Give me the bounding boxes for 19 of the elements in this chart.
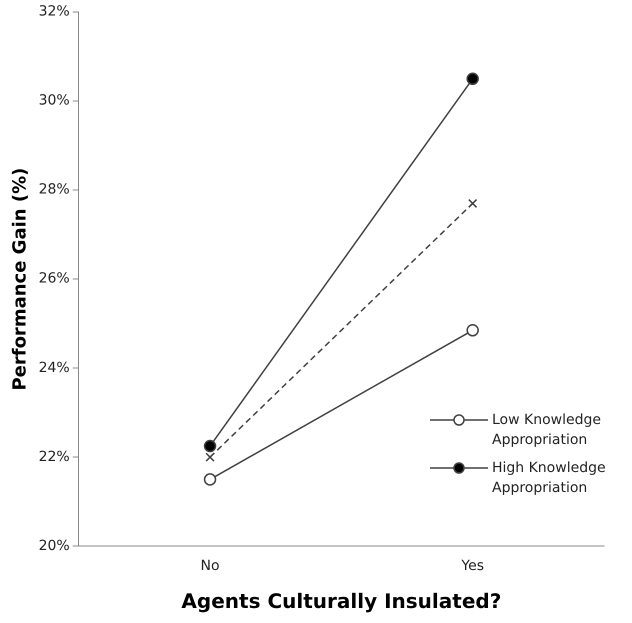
y-tick-label: 32% — [38, 4, 70, 20]
point — [466, 72, 479, 86]
point — [204, 473, 216, 486]
y-tick-label: 28% — [38, 182, 70, 198]
x-tick-label: Yes — [460, 558, 484, 574]
legend-label: High Knowledge Appropriation — [492, 459, 607, 498]
point — [468, 198, 478, 208]
y-tick-label: 26% — [38, 270, 70, 287]
point — [466, 324, 479, 337]
y-tick-label: 22% — [38, 448, 70, 465]
point — [205, 452, 215, 462]
y-tick-label: 24% — [38, 360, 70, 376]
x-axis-title: Agents Culturally Insulated? — [181, 589, 502, 614]
y-tick-label: 20% — [38, 538, 70, 554]
y-axis-title: Performance Gain (%) — [9, 168, 30, 391]
y-tick-label: 30% — [38, 92, 70, 109]
legend-label: Low Knowledge Appropriation — [492, 411, 602, 450]
point — [204, 440, 216, 452]
x-tick-label: No — [200, 558, 220, 574]
